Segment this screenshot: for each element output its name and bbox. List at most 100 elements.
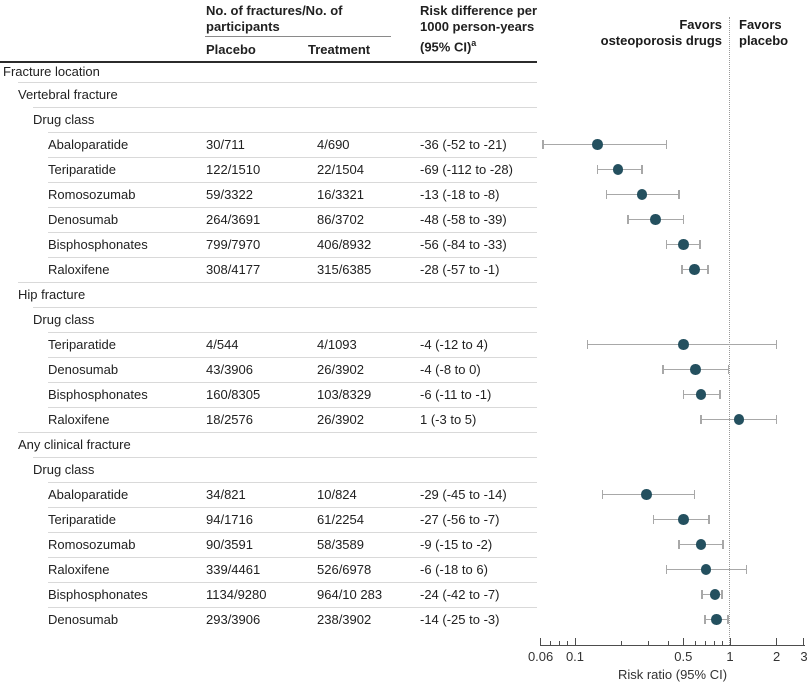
- treatment-value: 26/3902: [317, 412, 364, 427]
- x-axis-major-tick: [803, 638, 805, 645]
- point-estimate-marker: [636, 189, 648, 200]
- ci-cap-high: [693, 490, 696, 499]
- treatment-value: 58/3589: [317, 537, 364, 552]
- row-divider: [33, 107, 537, 108]
- x-axis-major-tick: [574, 638, 576, 645]
- row-label-section: Hip fracture: [18, 287, 86, 302]
- ci-cap-high: [682, 215, 685, 224]
- row-divider: [48, 332, 537, 333]
- x-axis-tick-label: 3: [800, 649, 808, 664]
- row-label-drug: Teriparatide: [48, 512, 116, 527]
- risk-difference-value: -4 (-12 to 4): [420, 337, 488, 352]
- placebo-value: 122/1510: [206, 162, 261, 177]
- row-divider: [18, 432, 537, 433]
- ci-cap-low: [678, 540, 680, 549]
- x-axis-minor-tick: [667, 641, 669, 645]
- ci-cap-low: [586, 340, 589, 349]
- placebo-value: 264/3691: [206, 212, 261, 227]
- point-estimate-marker: [678, 339, 689, 350]
- treatment-value: 22/1504: [317, 162, 364, 177]
- row-divider: [48, 607, 537, 608]
- row-label-drug: Teriparatide: [48, 162, 116, 177]
- placebo-value: 94/1716: [206, 512, 253, 527]
- x-axis-tick-label: 1: [726, 649, 734, 664]
- ci-cap-high: [707, 265, 709, 274]
- x-axis-major-tick: [776, 638, 778, 645]
- point-estimate-marker: [592, 139, 603, 150]
- row-label-drug: Romosozumab: [48, 537, 136, 552]
- placebo-value: 30/711: [206, 137, 245, 152]
- treatment-value: 315/6385: [317, 262, 372, 277]
- ci-cap-low: [701, 590, 703, 599]
- placebo-value: 339/4461: [206, 562, 261, 577]
- row-divider: [48, 207, 537, 208]
- row-label-drug: Abaloparatide: [48, 137, 129, 152]
- risk-difference-value: -4 (-8 to 0): [420, 362, 481, 377]
- x-axis-minor-tick: [567, 641, 569, 645]
- row-label-drug: Denosumab: [48, 362, 119, 377]
- x-axis-tick-label: 2: [773, 649, 781, 664]
- placebo-value: 799/7970: [206, 237, 261, 252]
- placebo-value: 34/821: [206, 487, 246, 502]
- risk-difference-header-line1: Risk difference per: [420, 3, 538, 18]
- row-label-drug: Raloxifene: [48, 412, 110, 427]
- column-group-header-line2: participants: [206, 19, 280, 34]
- x-axis-title: Risk ratio (95% CI): [617, 667, 728, 682]
- favors-placebo-line1: Favors: [739, 17, 782, 32]
- placebo-value: 308/4177: [206, 262, 261, 277]
- x-axis-tick-label: 0.5: [674, 649, 693, 664]
- point-estimate-marker: [689, 264, 700, 275]
- row-divider: [18, 282, 537, 283]
- ci-cap-low: [700, 415, 702, 424]
- row-label-section: Any clinical fracture: [18, 437, 131, 452]
- favors-treatment-label: Favors osteoporosis drugs: [601, 17, 722, 49]
- column-group-underline: [205, 36, 391, 37]
- treatment-value: 4/1093: [317, 337, 357, 352]
- placebo-value: 293/3906: [206, 612, 261, 627]
- risk-difference-value: -6 (-18 to 6): [420, 562, 488, 577]
- column-header-placebo: Placebo: [206, 42, 256, 57]
- row-label-drug: Bisphosphonates: [48, 237, 148, 252]
- treatment-value: 16/3321: [317, 187, 364, 202]
- x-axis-line: [540, 645, 805, 646]
- risk-difference-value: 1 (-3 to 5): [420, 412, 477, 427]
- point-estimate-marker: [678, 514, 689, 525]
- risk-difference-value: -24 (-42 to -7): [420, 587, 500, 602]
- ci-line: [542, 143, 667, 146]
- point-estimate-marker: [695, 389, 707, 400]
- column-group-header-line1: No. of fractures/No. of: [206, 3, 343, 18]
- risk-difference-value: -13 (-18 to -8): [420, 187, 500, 202]
- row-divider: [18, 82, 537, 83]
- ci-cap-high: [775, 340, 778, 349]
- column-header-treatment: Treatment: [308, 42, 371, 57]
- placebo-value: 59/3322: [206, 187, 253, 202]
- treatment-value: 103/8329: [317, 387, 372, 402]
- favors-placebo-line2: placebo: [739, 33, 789, 48]
- treatment-value: 26/3902: [317, 362, 364, 377]
- column-group-header: No. of fractures/No. of participants: [206, 3, 343, 35]
- ci-cap-low: [542, 140, 544, 149]
- ci-cap-high: [665, 140, 668, 149]
- ci-cap-high: [641, 165, 643, 174]
- row-divider: [48, 157, 537, 158]
- ci-cap-low: [627, 215, 629, 224]
- treatment-value: 238/3902: [317, 612, 372, 627]
- point-estimate-marker: [711, 614, 722, 625]
- column-header-risk-difference: Risk difference per 1000 person-years (9…: [420, 3, 537, 55]
- placebo-value: 18/2576: [206, 412, 253, 427]
- row-divider: [48, 507, 537, 508]
- risk-difference-header-line2: 1000 person-years: [420, 19, 535, 34]
- risk-difference-value: -9 (-15 to -2): [420, 537, 493, 552]
- row-divider: [48, 257, 537, 258]
- reference-line: [729, 17, 730, 645]
- risk-difference-value: -48 (-58 to -39): [420, 212, 507, 227]
- row-divider: [48, 382, 537, 383]
- row-label-drug: Raloxifene: [48, 262, 110, 277]
- row-label-drug: Abaloparatide: [48, 487, 129, 502]
- treatment-value: 10/824: [317, 487, 357, 502]
- x-axis-tick-label: 0.1: [565, 649, 585, 664]
- ci-cap-high: [775, 415, 778, 424]
